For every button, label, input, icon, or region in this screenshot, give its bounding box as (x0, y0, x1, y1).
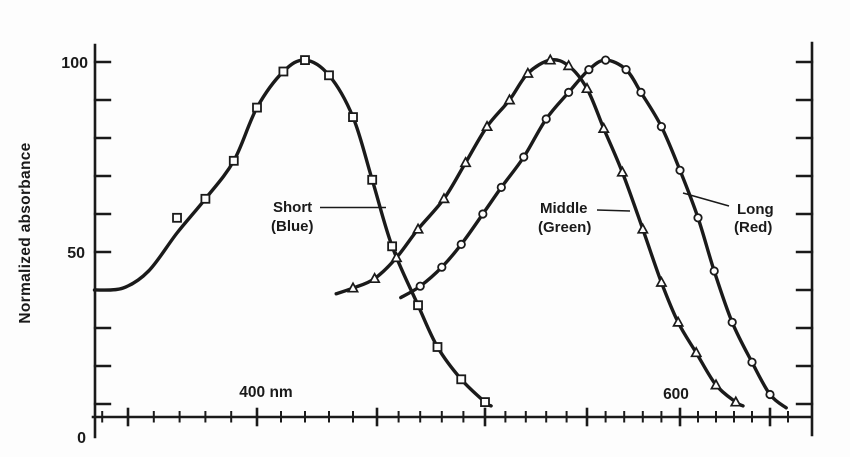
series-long-curve (399, 58, 788, 410)
long-red-leader-line (682, 192, 730, 207)
series-short-marker (348, 112, 358, 122)
y-tick-label-50: 50 (67, 245, 85, 262)
series-middle-marker (544, 53, 557, 65)
series-long-marker (636, 87, 646, 98)
series-middle-marker (437, 192, 450, 204)
series-short-marker (413, 300, 423, 311)
long-label-color: (Red) (734, 219, 772, 236)
series-middle-marker (636, 222, 649, 234)
series-long-marker (765, 389, 775, 400)
series-short-marker (300, 55, 310, 65)
series-long-marker (456, 239, 466, 249)
series-middle-marker (503, 93, 516, 105)
series-long-marker (437, 262, 447, 272)
series-short-marker (367, 174, 378, 185)
series-middle-marker (672, 315, 685, 327)
series-middle-marker (562, 59, 575, 71)
series-middle-marker (459, 156, 472, 168)
short-label: Short (273, 199, 312, 216)
series-short-marker (228, 155, 239, 166)
series-short-marker (252, 102, 262, 113)
series-middle-marker (729, 395, 742, 407)
series-long-marker (541, 114, 551, 124)
x-tick-label-600: 600 (663, 386, 689, 403)
series-middle-marker (521, 66, 534, 78)
series-long-marker (600, 55, 611, 65)
series-long-marker (709, 266, 719, 276)
series-middle-marker (597, 121, 610, 133)
series-short-marker (278, 66, 289, 77)
series-long-marker (415, 281, 425, 291)
y-tick-label-100: 100 (61, 55, 88, 72)
series-middle-marker (709, 378, 723, 390)
y-tick-label-0: 0 (77, 430, 86, 447)
middle-label-color: (Green) (538, 219, 591, 236)
series-long-marker (564, 87, 574, 98)
series-middle-marker (412, 222, 425, 234)
short-label-color: (Blue) (271, 218, 314, 235)
series-short-marker (200, 193, 211, 204)
series-middle-marker (655, 275, 668, 287)
series-middle-marker (481, 120, 494, 132)
y-axis-title: Normalized absorbance (17, 142, 34, 323)
middle-label: Middle (540, 200, 588, 217)
long-label: Long (737, 201, 774, 218)
series-short-marker (324, 70, 334, 81)
series-long-marker (727, 317, 737, 327)
series-long-marker (656, 122, 667, 132)
series-middle-marker (368, 272, 381, 284)
series-long-marker (584, 65, 594, 75)
plot-layer (91, 41, 814, 439)
series-long-marker (675, 165, 685, 175)
series-middle-marker (346, 281, 360, 293)
series-short-marker (480, 397, 490, 408)
series-short-marker (432, 342, 443, 352)
x-tick-label-400nm: 400 nm (239, 384, 292, 401)
series-long-marker (478, 209, 488, 219)
series-middle-marker (616, 165, 629, 177)
middle-green-leader-line (596, 209, 631, 212)
series-long-marker (621, 65, 631, 75)
series-short-marker (387, 241, 398, 252)
series-middle-marker (580, 82, 594, 94)
series-long-marker (693, 213, 703, 223)
series-short-marker (456, 374, 467, 385)
series-long-marker (747, 357, 757, 367)
series-long-marker (519, 152, 529, 162)
series-middle-marker (390, 251, 403, 263)
series-long-marker (496, 182, 506, 192)
series-middle-marker (690, 346, 703, 358)
series-short-marker (172, 212, 182, 223)
series-middle-curve (334, 58, 745, 408)
